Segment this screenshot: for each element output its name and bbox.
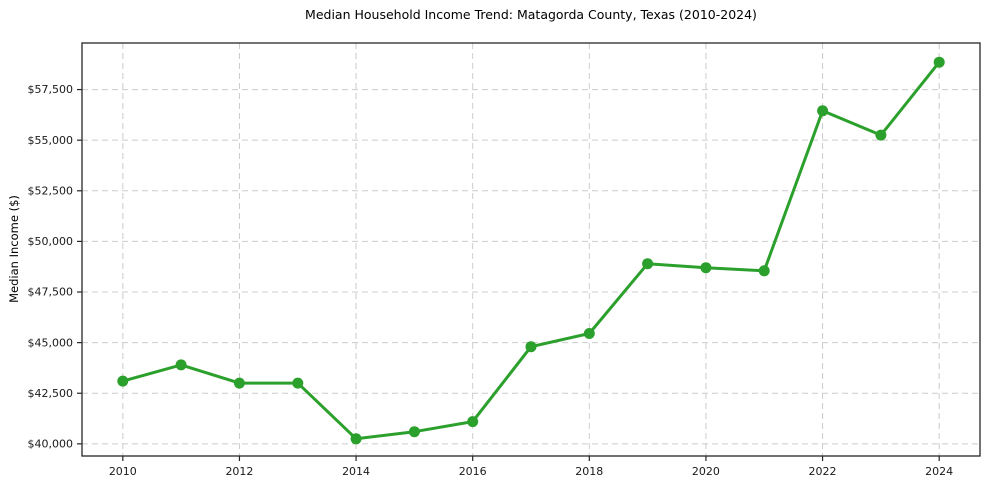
y-tick-label: $52,500 (28, 184, 74, 197)
x-tick-label: 2020 (692, 465, 720, 478)
y-tick-label: $40,000 (28, 437, 74, 450)
chart-title: Median Household Income Trend: Matagorda… (305, 7, 757, 22)
plot-border (81, 42, 981, 457)
y-tick-label: $47,500 (28, 286, 74, 299)
x-tick-label: 2018 (575, 465, 603, 478)
data-point (525, 341, 537, 353)
data-point (467, 416, 479, 428)
data-point (642, 258, 654, 270)
x-tick-label: 2014 (342, 465, 370, 478)
y-tick-label: $50,000 (28, 235, 74, 248)
x-tick-label: 2012 (225, 465, 253, 478)
data-point (700, 262, 712, 274)
x-tick-label: 2016 (459, 465, 487, 478)
trend-line (121, 60, 941, 441)
data-point (292, 377, 304, 389)
data-point (758, 265, 770, 277)
data-point (408, 426, 420, 438)
y-tick-label: $42,500 (28, 387, 74, 400)
data-point (583, 328, 595, 339)
data-point (117, 375, 129, 387)
y-tick-label: $57,500 (28, 83, 74, 96)
y-tick-label: $45,000 (28, 336, 74, 349)
x-tick-label: 2022 (809, 465, 837, 478)
y-tick-label: $55,000 (28, 134, 74, 147)
data-point (175, 359, 187, 371)
data-point (233, 377, 245, 389)
data-point (933, 56, 945, 68)
data-point (350, 433, 362, 445)
x-tick-label: 2024 (925, 465, 953, 478)
x-tick-label: 2010 (109, 465, 137, 478)
data-point (817, 105, 829, 117)
data-point (875, 129, 887, 141)
